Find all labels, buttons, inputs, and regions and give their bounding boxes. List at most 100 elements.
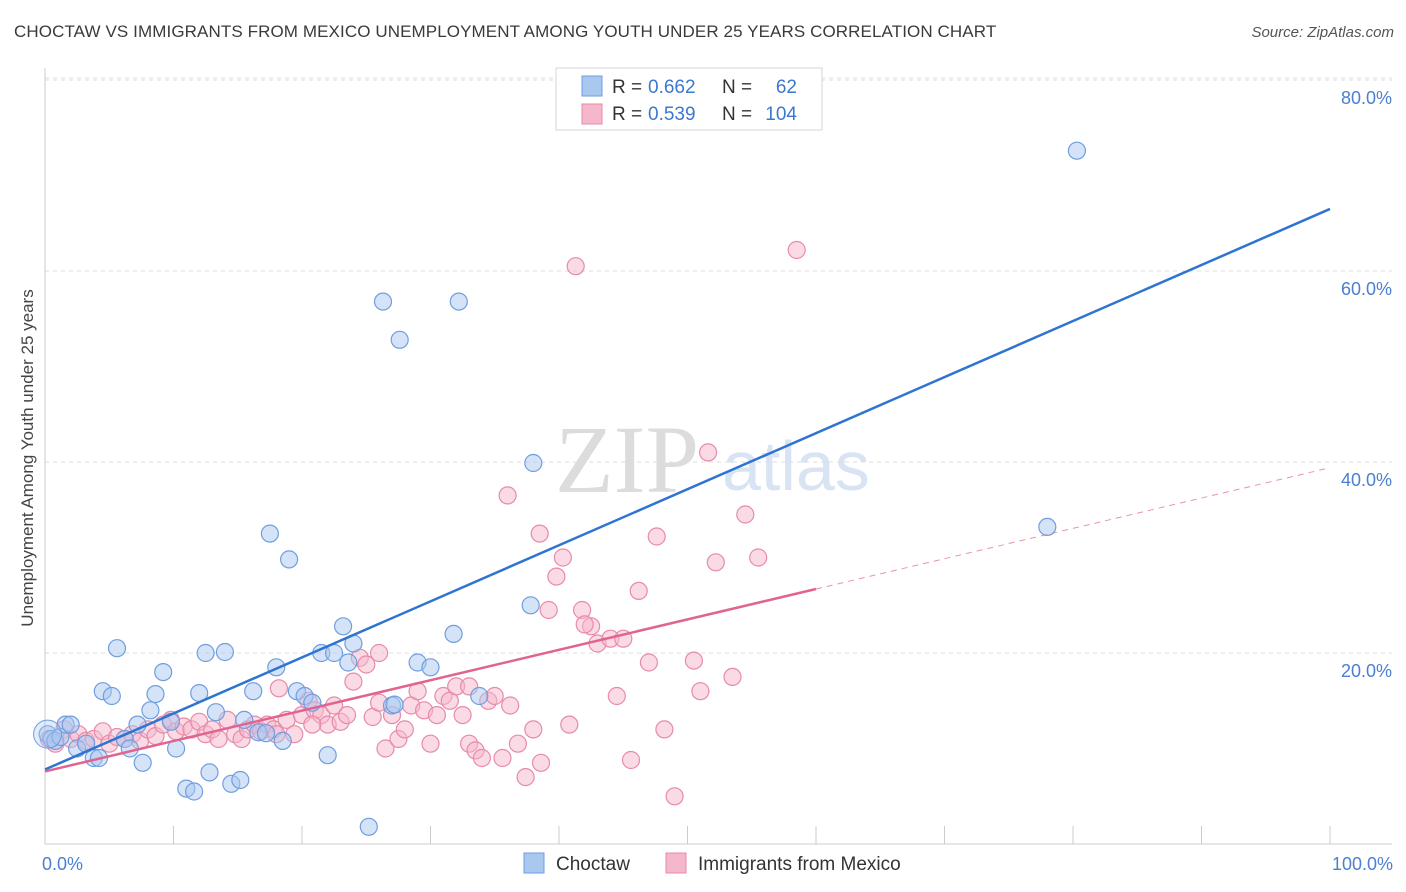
mexico-point-72 xyxy=(539,600,558,620)
choctaw-trend-line xyxy=(44,207,1331,771)
legend-swatch-choctaw xyxy=(581,75,603,97)
choctaw-point-43 xyxy=(318,746,337,765)
mexico-point-42 xyxy=(337,705,357,725)
mexico-point-45 xyxy=(357,655,376,674)
bottom-legend-swatch-mexico xyxy=(665,852,687,874)
choctaw-point-26 xyxy=(200,763,219,782)
mexico-point-43 xyxy=(344,672,363,691)
mexico-point-99 xyxy=(575,615,594,634)
mexico-point-84 xyxy=(629,581,648,601)
mexico-point-75 xyxy=(560,715,579,734)
mexico-trend-extension xyxy=(815,467,1331,590)
legend-n-label-choctaw: N = xyxy=(722,77,752,98)
mexico-point-87 xyxy=(655,720,674,739)
choctaw-point-5 xyxy=(61,715,80,734)
mexico-point-91 xyxy=(698,443,718,462)
choctaw-point-45 xyxy=(334,617,353,636)
mexico-point-101 xyxy=(303,715,322,734)
choctaw-point-37 xyxy=(273,731,292,751)
mexico-point-102 xyxy=(370,643,389,663)
mexico-point-73 xyxy=(547,567,566,586)
choctaw-point-27 xyxy=(206,703,225,722)
choctaw-point-cluster xyxy=(33,719,63,749)
mexico-point-86 xyxy=(647,527,666,546)
choctaw-point-53 xyxy=(421,658,440,677)
legend-r-label-choctaw: R = xyxy=(612,77,642,98)
mexico-point-90 xyxy=(691,682,710,701)
bottom-legend-label-choctaw: Choctaw xyxy=(556,854,630,875)
choctaw-point-28 xyxy=(215,642,234,662)
choctaw-point-30 xyxy=(231,770,250,790)
choctaw-point-34 xyxy=(256,724,276,743)
mexico-point-76 xyxy=(566,257,585,276)
choctaw-point-48 xyxy=(359,817,378,836)
choctaw-point-57 xyxy=(521,596,540,615)
choctaw-point-54 xyxy=(444,624,463,644)
choctaw-point-58 xyxy=(524,453,543,473)
mexico-point-51 xyxy=(395,720,414,739)
x-tick-label-0: 0.0% xyxy=(42,854,83,874)
mexico-point-60 xyxy=(453,705,472,725)
mexico-point-67 xyxy=(501,696,520,715)
mexico-point-89 xyxy=(684,651,704,670)
axis-ticks xyxy=(44,826,1331,844)
choctaw-point-38 xyxy=(280,550,299,569)
mexico-point-83 xyxy=(621,750,641,770)
mexico-point-93 xyxy=(723,667,742,687)
choctaw-point-25 xyxy=(196,643,215,663)
chart-title: CHOCTAW VS IMMIGRANTS FROM MEXICO UNEMPL… xyxy=(14,22,997,41)
y-tick-label-40: 40.0% xyxy=(1341,470,1392,490)
mexico-point-92 xyxy=(706,553,725,572)
y-tick-label-60: 60.0% xyxy=(1341,279,1392,299)
mexico-trend-line xyxy=(44,587,817,773)
y-tick-label-20: 20.0% xyxy=(1341,661,1392,681)
mexico-point-96 xyxy=(787,240,806,260)
mexico-point-81 xyxy=(607,686,626,706)
choctaw-point-46 xyxy=(339,653,358,672)
x-tick-label-100: 100.0% xyxy=(1332,854,1393,874)
mexico-point-97 xyxy=(498,486,517,505)
axes xyxy=(44,68,1392,845)
choctaw-point-61 xyxy=(385,695,404,714)
correlation-legend: R = 0.662 N = 62 R = 0.539 N = 104 xyxy=(555,67,823,131)
legend-n-label-mexico: N = xyxy=(722,104,752,125)
mexico-point-48 xyxy=(376,739,395,758)
choctaw-point-55 xyxy=(449,292,468,311)
mexico-point-69 xyxy=(516,767,535,787)
chart-source: Source: ZipAtlas.com xyxy=(1251,24,1394,41)
choctaw-point-18 xyxy=(146,684,165,704)
legend-r-label-mexico: R = xyxy=(612,104,642,125)
mexico-point-68 xyxy=(508,734,528,753)
mexico-point-98 xyxy=(530,524,549,543)
choctaw-point-59 xyxy=(1067,141,1087,160)
choctaw-point-17 xyxy=(141,701,160,720)
mexico-point-94 xyxy=(736,505,755,524)
mexico-point-55 xyxy=(421,734,440,753)
choctaw-point-51 xyxy=(390,330,409,349)
legend-n-value-mexico: 104 xyxy=(765,104,797,125)
mexico-point-95 xyxy=(749,548,768,567)
mexico-point-71 xyxy=(531,753,551,772)
bottom-legend-swatch-choctaw xyxy=(523,852,545,874)
mexico-point-66 xyxy=(493,748,512,768)
choctaw-point-12 xyxy=(107,639,127,658)
choctaw-point-19 xyxy=(154,662,173,682)
mexico-point-32 xyxy=(269,679,288,698)
series-legend: Choctaw Immigrants from Mexico xyxy=(523,852,901,875)
watermark-zip: ZIP xyxy=(555,406,699,513)
choctaw-point-49 xyxy=(373,292,393,311)
mexico-point-56 xyxy=(427,705,446,725)
watermark-atlas: atlas xyxy=(722,427,870,505)
mexico-point-70 xyxy=(524,720,543,739)
choctaw-point-16 xyxy=(133,753,152,772)
legend-r-value-choctaw: 0.662 xyxy=(648,77,696,98)
choctaw-point-23 xyxy=(185,782,204,801)
mexico-point-74 xyxy=(553,548,573,567)
choctaw-point-56 xyxy=(470,686,489,706)
choctaw-point-14 xyxy=(120,739,139,758)
series-choctaw xyxy=(33,141,1087,836)
legend-n-value-choctaw: 62 xyxy=(776,77,797,98)
y-tick-label-80: 80.0% xyxy=(1341,88,1392,108)
y-axis-label: Unemployment Among Youth under 25 years xyxy=(18,289,37,626)
